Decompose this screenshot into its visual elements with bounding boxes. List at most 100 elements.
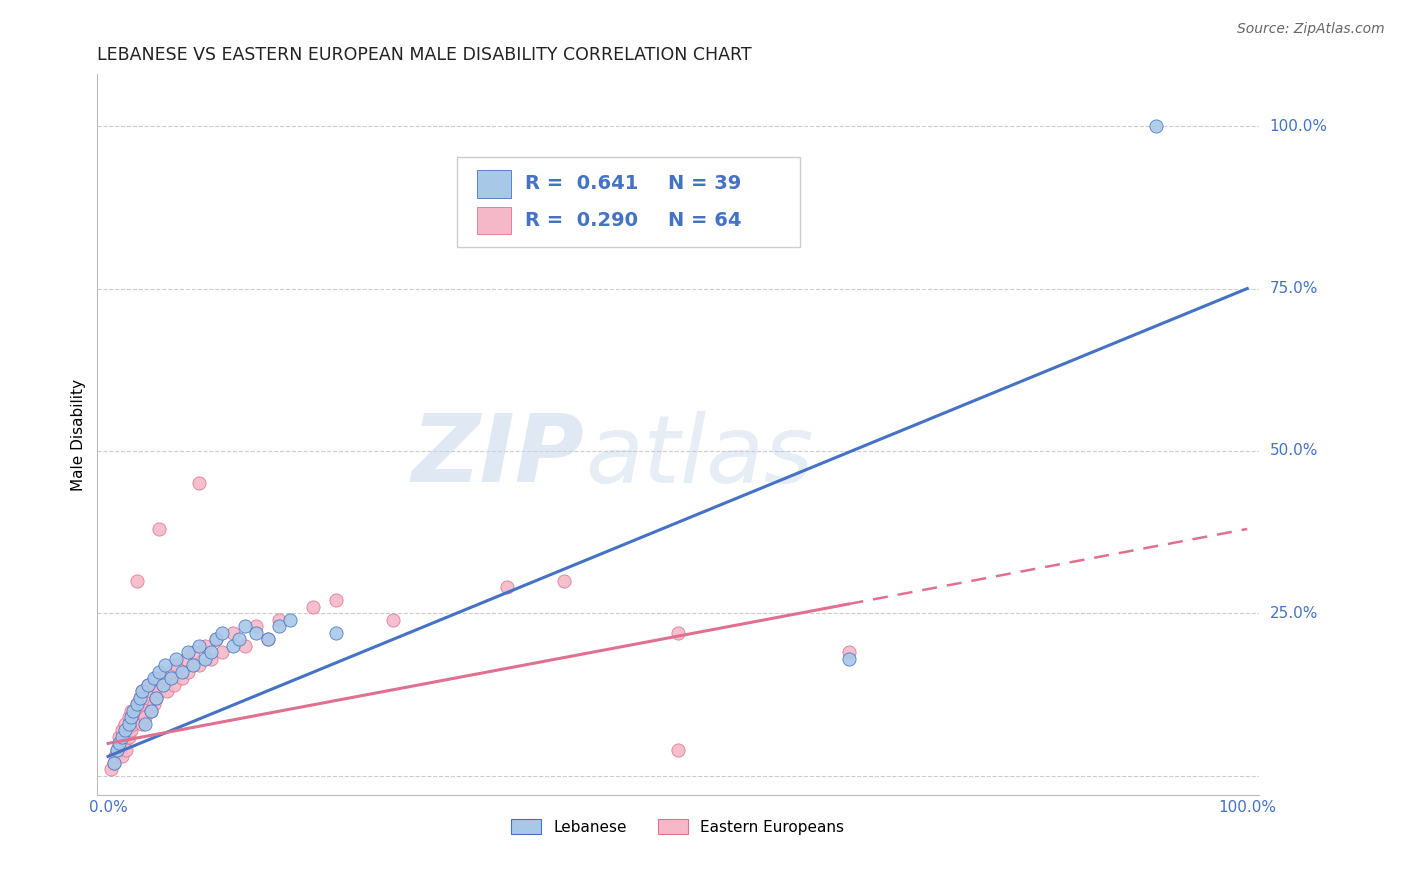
Point bbox=[156, 684, 179, 698]
Text: N = 64: N = 64 bbox=[668, 211, 742, 230]
Point bbox=[148, 684, 170, 698]
Point bbox=[837, 652, 859, 666]
Point bbox=[256, 632, 278, 647]
Text: 25.0%: 25.0% bbox=[1270, 606, 1317, 621]
Text: atlas: atlas bbox=[585, 411, 813, 502]
Point bbox=[117, 730, 139, 744]
FancyBboxPatch shape bbox=[477, 207, 512, 234]
Point bbox=[165, 658, 187, 673]
Point bbox=[141, 704, 163, 718]
Point bbox=[211, 626, 233, 640]
Point bbox=[142, 698, 165, 712]
Point bbox=[159, 672, 181, 686]
Text: ZIP: ZIP bbox=[412, 410, 585, 502]
Point bbox=[104, 749, 127, 764]
Point bbox=[245, 626, 267, 640]
Point bbox=[194, 652, 217, 666]
Point bbox=[148, 665, 170, 679]
Legend: Lebanese, Eastern Europeans: Lebanese, Eastern Europeans bbox=[510, 819, 845, 835]
Point bbox=[159, 665, 181, 679]
Point bbox=[108, 736, 131, 750]
Point bbox=[152, 678, 174, 692]
Point bbox=[125, 698, 148, 712]
Point bbox=[837, 645, 859, 659]
Point bbox=[112, 736, 135, 750]
Point bbox=[100, 763, 122, 777]
Point bbox=[188, 639, 211, 653]
Point bbox=[136, 678, 159, 692]
Point bbox=[115, 743, 138, 757]
Text: LEBANESE VS EASTERN EUROPEAN MALE DISABILITY CORRELATION CHART: LEBANESE VS EASTERN EUROPEAN MALE DISABI… bbox=[97, 46, 751, 64]
Point bbox=[142, 672, 165, 686]
Point bbox=[131, 717, 153, 731]
Point bbox=[267, 619, 290, 633]
Point bbox=[153, 658, 176, 673]
Point bbox=[666, 743, 689, 757]
Point bbox=[153, 672, 176, 686]
Point bbox=[174, 652, 197, 666]
Point bbox=[108, 736, 131, 750]
Point bbox=[233, 619, 256, 633]
Point bbox=[267, 613, 290, 627]
Point bbox=[129, 704, 152, 718]
Point bbox=[145, 690, 167, 705]
Point bbox=[117, 717, 139, 731]
Point bbox=[105, 743, 128, 757]
Y-axis label: Male Disability: Male Disability bbox=[72, 379, 86, 491]
Point bbox=[278, 613, 301, 627]
Point bbox=[211, 645, 233, 659]
Point bbox=[111, 723, 134, 738]
Point bbox=[117, 710, 139, 724]
Point bbox=[233, 639, 256, 653]
Point bbox=[666, 626, 689, 640]
Point bbox=[122, 704, 145, 718]
Point bbox=[108, 730, 131, 744]
Point bbox=[134, 717, 156, 731]
Point bbox=[222, 626, 245, 640]
Text: 100.0%: 100.0% bbox=[1270, 119, 1327, 134]
Point bbox=[495, 581, 517, 595]
Point bbox=[325, 593, 347, 607]
Point bbox=[129, 690, 152, 705]
Point bbox=[136, 690, 159, 705]
Point bbox=[141, 684, 163, 698]
Point bbox=[142, 678, 165, 692]
Point bbox=[111, 730, 134, 744]
Point bbox=[325, 626, 347, 640]
Point bbox=[125, 698, 148, 712]
Point bbox=[136, 678, 159, 692]
FancyBboxPatch shape bbox=[477, 170, 512, 198]
Text: R =  0.290: R = 0.290 bbox=[526, 211, 638, 230]
Point bbox=[145, 690, 167, 705]
Point bbox=[205, 632, 228, 647]
Point bbox=[120, 723, 142, 738]
Point bbox=[120, 710, 142, 724]
Point bbox=[122, 717, 145, 731]
Point bbox=[200, 652, 222, 666]
Point bbox=[165, 652, 187, 666]
Point bbox=[183, 645, 205, 659]
Point bbox=[200, 645, 222, 659]
Point bbox=[114, 723, 136, 738]
Point bbox=[125, 710, 148, 724]
Point bbox=[256, 632, 278, 647]
Point bbox=[131, 698, 153, 712]
Point bbox=[141, 704, 163, 718]
Point bbox=[245, 619, 267, 633]
Point bbox=[222, 639, 245, 653]
Point bbox=[177, 665, 200, 679]
Point bbox=[129, 690, 152, 705]
Point bbox=[188, 658, 211, 673]
Point bbox=[103, 756, 125, 770]
Point bbox=[114, 717, 136, 731]
Point bbox=[228, 632, 250, 647]
Point bbox=[134, 710, 156, 724]
Text: 75.0%: 75.0% bbox=[1270, 281, 1317, 296]
Point bbox=[111, 749, 134, 764]
Point bbox=[205, 632, 228, 647]
Point bbox=[131, 684, 153, 698]
Point bbox=[103, 756, 125, 770]
Point bbox=[172, 672, 194, 686]
Point bbox=[145, 672, 167, 686]
Text: R =  0.641: R = 0.641 bbox=[526, 175, 638, 194]
